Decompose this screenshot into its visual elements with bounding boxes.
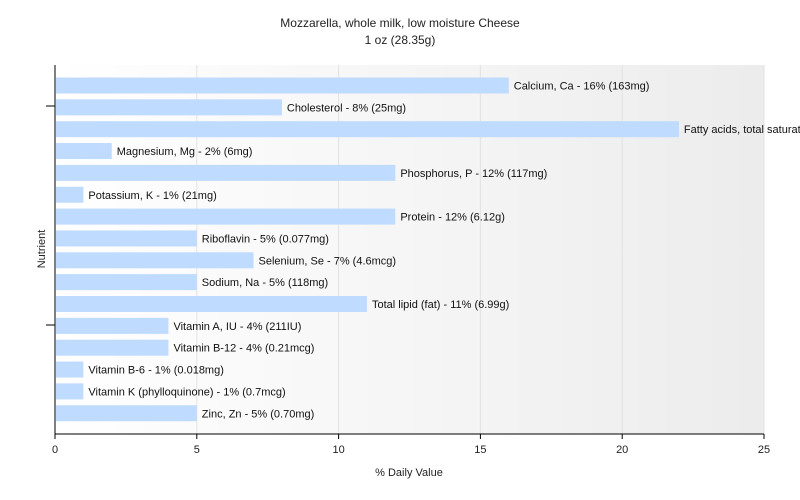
bar-label: Vitamin B-6 - 1% (0.018mg) xyxy=(88,365,224,377)
chart-title: Mozzarella, whole milk, low moisture Che… xyxy=(280,16,520,30)
bar xyxy=(56,77,509,94)
bar-label: Fatty acids, total saturated - 22% (4.41… xyxy=(684,124,800,136)
chart-subtitle: 1 oz (28.35g) xyxy=(365,33,436,47)
x-tick-label: 15 xyxy=(474,444,486,456)
bar-label: Sodium, Na - 5% (118mg) xyxy=(202,277,328,289)
axes: 0 5 10 15 20 25 xyxy=(46,65,770,456)
bar-label: Phosphorus, P - 12% (117mg) xyxy=(400,168,547,180)
bar-label: Calcium, Ca - 16% (163mg) xyxy=(514,81,650,93)
bar-label: Vitamin B-12 - 4% (0.21mcg) xyxy=(173,343,314,355)
bar-label: Vitamin K (phylloquinone) - 1% (0.7mcg) xyxy=(88,386,285,398)
bar xyxy=(56,252,254,269)
x-tick-label: 0 xyxy=(52,444,58,456)
bar-label: Vitamin A, IU - 4% (211IU) xyxy=(173,321,301,333)
bar xyxy=(56,361,84,378)
bar xyxy=(56,296,367,312)
bars: Calcium, Ca - 16% (163mg) Cholesterol - 8… xyxy=(56,77,800,422)
bar xyxy=(56,339,169,356)
bar xyxy=(56,230,197,247)
bar-label: Cholesterol - 8% (25mg) xyxy=(287,102,406,114)
bar-label: Total lipid (fat) - 11% (6.99g) xyxy=(372,299,509,311)
bar-label: Selenium, Se - 7% (4.6mcg) xyxy=(259,255,397,267)
bar xyxy=(56,317,169,334)
x-tick-label: 20 xyxy=(616,444,628,456)
x-tick-label: 5 xyxy=(194,444,200,456)
bar xyxy=(56,121,679,138)
bar xyxy=(56,208,396,225)
bar xyxy=(56,405,197,422)
x-axis-label: % Daily Value xyxy=(375,467,443,479)
bar-label: Protein - 12% (6.12g) xyxy=(400,212,505,224)
bar xyxy=(56,274,197,291)
plot-area xyxy=(55,65,764,434)
bar-label: Potassium, K - 1% (21mg) xyxy=(88,190,216,202)
bar xyxy=(56,383,84,400)
bar-label: Riboflavin - 5% (0.077mg) xyxy=(202,233,329,245)
x-tick-label: 10 xyxy=(332,444,344,456)
x-tick-label: 25 xyxy=(758,444,770,456)
bar xyxy=(56,99,282,116)
bar xyxy=(56,186,84,203)
y-axis-label: Nutrient xyxy=(36,230,48,269)
bar-label: Magnesium, Mg - 2% (6mg) xyxy=(117,146,253,158)
bar xyxy=(56,143,112,160)
bar xyxy=(56,164,396,181)
bar-label: Zinc, Zn - 5% (0.70mg) xyxy=(202,408,314,420)
